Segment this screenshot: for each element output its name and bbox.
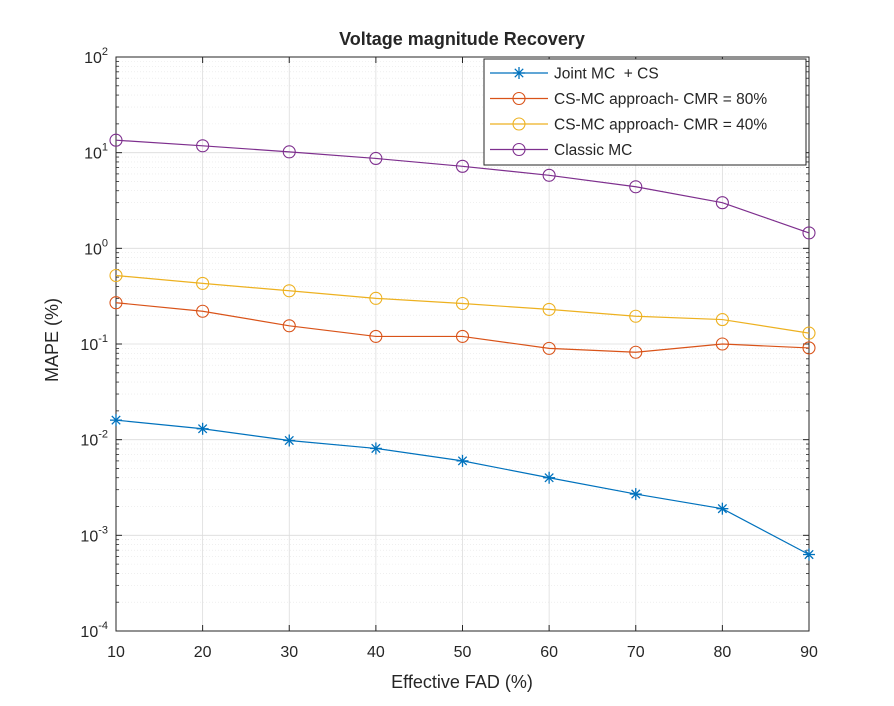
legend-item: Joint MC + CS [490, 66, 659, 83]
data-point [196, 139, 210, 153]
y-tick-label: 102 [84, 46, 108, 67]
data-point [715, 196, 729, 210]
legend-item: Classic MC [490, 142, 632, 159]
y-tick-label: 10-2 [80, 429, 108, 450]
data-point [716, 502, 729, 515]
series-4 [109, 133, 816, 240]
x-tick-label: 10 [107, 644, 125, 661]
data-point [542, 302, 556, 316]
data-point [369, 151, 383, 166]
series-line [115, 139, 810, 234]
data-point [455, 329, 470, 343]
data-point [512, 91, 526, 106]
data-point [629, 309, 643, 323]
data-point [542, 168, 556, 182]
data-point [109, 296, 123, 310]
data-point [455, 159, 470, 173]
legend-label: Joint MC + CS [554, 66, 659, 83]
x-tick-label: 80 [713, 644, 731, 661]
x-tick-label: 40 [367, 644, 385, 661]
data-point [803, 548, 815, 561]
legend-box [483, 58, 807, 166]
series-line [115, 302, 810, 353]
legend-label: Classic MC [554, 142, 632, 159]
data-point [282, 284, 296, 298]
legend-label: CS-MC approach- CMR = 80% [554, 91, 767, 108]
x-tick-label: 50 [454, 644, 472, 661]
legend-item: CS-MC approach- CMR = 40% [490, 117, 767, 134]
data-point [456, 454, 469, 467]
y-tick-label: 10-1 [80, 333, 108, 354]
x-tick-label: 60 [540, 644, 558, 661]
chart-title: Voltage magnitude Recovery [339, 29, 585, 49]
data-point [629, 345, 643, 359]
series-group [109, 133, 816, 561]
data-point [369, 442, 382, 455]
x-tick-label: 70 [627, 644, 645, 661]
series-1 [110, 414, 815, 561]
data-point [109, 133, 123, 147]
data-point [282, 145, 296, 159]
data-point [512, 117, 526, 131]
data-point [629, 180, 643, 194]
data-point [369, 291, 383, 305]
y-tick-label: 100 [84, 237, 108, 258]
x-tick-label: 90 [800, 644, 818, 661]
y-tick-label: 101 [84, 142, 108, 163]
series-3 [109, 268, 816, 340]
data-point [715, 313, 729, 327]
data-point [283, 434, 296, 447]
data-point [196, 276, 210, 290]
series-2 [109, 296, 816, 359]
data-point [802, 226, 816, 240]
data-point [282, 319, 296, 333]
x-tick-label: 20 [194, 644, 212, 661]
x-tick-label: 30 [280, 644, 298, 661]
data-point [110, 414, 122, 427]
y-tick-label: 10-4 [80, 620, 108, 641]
data-point [369, 329, 383, 343]
data-point [513, 67, 525, 79]
data-point [196, 422, 209, 435]
data-point [802, 326, 816, 340]
data-point [455, 296, 470, 311]
data-point [629, 488, 642, 501]
legend-item: CS-MC approach- CMR = 80% [490, 91, 767, 108]
x-axis-label: Effective FAD (%) [391, 672, 533, 692]
series-line [115, 274, 810, 334]
data-point [543, 471, 556, 484]
y-tick-label: 10-3 [80, 524, 108, 545]
legend: Joint MC + CS CS-MC approach- CMR = 80% CS… [483, 58, 807, 166]
data-point [542, 341, 556, 355]
legend-label: CS-MC approach- CMR = 40% [554, 117, 767, 134]
data-point [512, 142, 526, 157]
y-axis-label: MAPE (%) [42, 298, 62, 382]
data-point [196, 304, 210, 318]
data-point [802, 341, 816, 355]
data-point [715, 337, 729, 351]
data-point [109, 268, 123, 283]
